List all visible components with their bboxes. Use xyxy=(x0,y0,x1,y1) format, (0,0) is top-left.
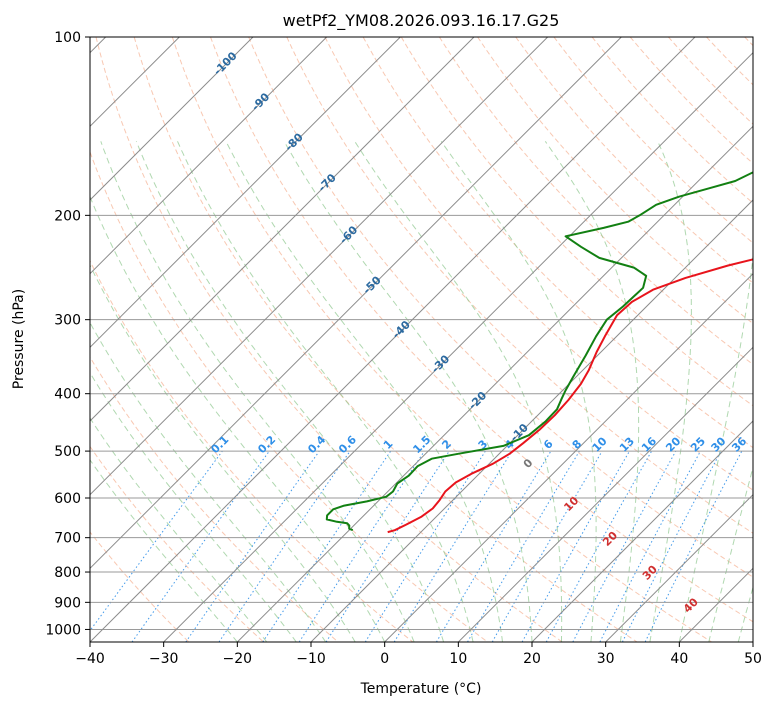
y-tick-label: 200 xyxy=(54,208,81,224)
mixing-ratio-line xyxy=(298,450,425,642)
dry-adiabat-line xyxy=(133,37,638,642)
mixing-ratio-line xyxy=(393,450,513,642)
x-tick-label: 20 xyxy=(523,651,541,667)
isotherm-line xyxy=(163,51,753,642)
y-tick-label: 1000 xyxy=(45,622,81,638)
series-layer xyxy=(325,171,753,534)
y-tick-label: 900 xyxy=(54,595,81,611)
x-tick-label: −30 xyxy=(149,651,179,667)
dry-adiabat-line xyxy=(629,37,753,165)
isotherm-line xyxy=(90,37,696,642)
moist-adiabat-line xyxy=(90,321,327,642)
x-axis: −40 −30 −20 −10 0 10 20 30 40 50 xyxy=(75,642,762,667)
dewpoint-profile xyxy=(325,171,753,532)
y-tick-label: 500 xyxy=(54,444,81,460)
moist-adiabat-line xyxy=(708,465,753,642)
pressure-gridlines xyxy=(90,37,753,630)
moist-adiabats xyxy=(90,141,753,642)
isotherm-line xyxy=(236,125,753,642)
y-tick-label: 300 xyxy=(54,313,81,329)
dry-adiabat-line xyxy=(248,37,753,578)
x-tick-label: 0 xyxy=(380,651,389,667)
dry-adiabat-line xyxy=(95,37,563,642)
moist-adiabat-line xyxy=(90,195,386,642)
x-tick-label: 30 xyxy=(597,651,615,667)
plot-frame xyxy=(89,36,754,643)
mixing-ratio-line xyxy=(545,450,653,642)
isotherm-line xyxy=(90,37,401,349)
mixing-ratio-line xyxy=(218,450,351,642)
dry-adiabat-line xyxy=(286,37,753,534)
dry-adiabat-line xyxy=(324,37,753,491)
x-axis-label: Temperature (°C) xyxy=(360,681,482,697)
moist-adiabat-line xyxy=(678,250,753,642)
dry-adiabat-line xyxy=(171,37,712,642)
isotherm-line xyxy=(384,272,753,642)
x-tick-label: 10 xyxy=(449,651,467,667)
plot-area: -100-90-80-70-60-50-40-30-20-10 0.1 0.2 0.… xyxy=(90,37,753,642)
y-axis: 100 200 300 400 500 600 700 800 900 1000 xyxy=(45,30,90,638)
x-tick-label: −40 xyxy=(75,651,105,667)
isotherm-lines xyxy=(90,37,753,642)
y-tick-label: 600 xyxy=(54,491,81,507)
chart-title: wetPf2_YM08.2026.093.16.17.G25 xyxy=(283,11,560,31)
dry-adiabat-line xyxy=(90,445,264,642)
x-tick-label: 40 xyxy=(670,651,688,667)
isotherm-line xyxy=(531,420,753,642)
x-tick-label: 50 xyxy=(744,651,762,667)
isotherm-line xyxy=(90,37,622,570)
mixing-ratio-line xyxy=(262,450,392,642)
moist-adiabat-line xyxy=(544,141,640,642)
temperature-profile xyxy=(387,258,753,534)
isotherm-line xyxy=(90,37,549,496)
isotherm-line xyxy=(90,37,475,422)
moist-adiabat-line xyxy=(90,264,356,642)
moist-adiabat-line xyxy=(354,141,563,642)
dry-adiabat-line xyxy=(400,37,753,407)
mixing-ratio-line xyxy=(325,450,450,642)
mixing-ratio-line xyxy=(572,450,677,642)
isotherm-line xyxy=(90,37,328,275)
moist-adiabat-line xyxy=(100,141,415,642)
moist-adiabat-line xyxy=(283,141,533,642)
y-tick-label: 100 xyxy=(54,30,81,46)
y-tick-label: 700 xyxy=(54,531,81,547)
dry-adiabat-line xyxy=(438,37,753,365)
moist-adiabat-line xyxy=(177,141,474,642)
mixing-ratio-line xyxy=(521,450,630,642)
dry-adiabat-line xyxy=(553,37,753,244)
y-tick-label: 400 xyxy=(54,387,81,403)
mixing-ratio-line xyxy=(185,450,320,642)
y-tick-label: 800 xyxy=(54,565,81,581)
mixing-ratio-line xyxy=(131,450,270,642)
x-tick-label: −20 xyxy=(223,651,253,667)
dry-adiabat-line xyxy=(90,259,414,642)
isotherm-line xyxy=(310,199,753,642)
dry-adiabat-line xyxy=(515,37,753,284)
y-axis-label: Pressure (hPa) xyxy=(11,289,27,389)
dry-adiabat-line xyxy=(90,356,339,642)
moist-adiabat-line xyxy=(440,141,597,642)
isotherm-line xyxy=(90,37,254,201)
mixing-ratio-line xyxy=(644,450,743,642)
isotherm-line xyxy=(605,493,753,642)
moist-adiabat-line xyxy=(135,141,445,642)
x-tick-label: −10 xyxy=(296,651,326,667)
dry-adiabat-line xyxy=(210,37,753,623)
mixing-ratio-line xyxy=(90,450,223,632)
isotherm-line xyxy=(457,346,753,642)
mixing-ratio-lines xyxy=(90,450,743,642)
